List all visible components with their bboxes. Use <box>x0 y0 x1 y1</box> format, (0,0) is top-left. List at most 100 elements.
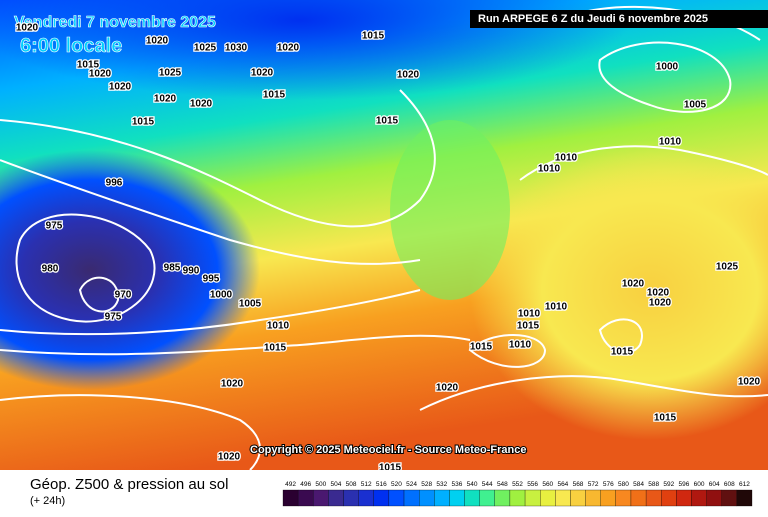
isobar-label: 1020 <box>154 94 177 105</box>
colorbar-cell <box>524 489 541 507</box>
isobar-label: 1020 <box>649 298 672 309</box>
isobar-label: 1015 <box>611 347 634 358</box>
colorbar-cell <box>343 489 359 507</box>
footer-title: Géop. Z500 & pression au sol <box>30 476 228 493</box>
colorbar-cell <box>661 489 677 507</box>
colorbar-cell <box>509 489 526 507</box>
run-info: Run ARPEGE 6 Z du Jeudi 6 novembre 2025 <box>478 13 708 25</box>
isobar-label: 1015 <box>517 321 540 332</box>
isobar-label: 1020 <box>277 43 300 54</box>
colorbar-label: 588 <box>648 481 659 488</box>
isobar-label: 1010 <box>545 302 568 313</box>
isobar-label: 1015 <box>362 31 385 42</box>
isobar-label: 1020 <box>436 383 459 394</box>
colorbar-cell <box>403 489 420 507</box>
colorbar-label: 524 <box>406 481 417 488</box>
isobar-label: 1020 <box>738 377 761 388</box>
isobar-label: 1000 <box>656 62 679 73</box>
colorbar-label: 564 <box>557 481 568 488</box>
isobar-label: 1010 <box>659 137 682 148</box>
isobar-label: 1005 <box>239 299 262 310</box>
colorbar-label: 604 <box>709 481 720 488</box>
colorbar-cell <box>691 489 707 507</box>
isobar-label: 1010 <box>555 153 578 164</box>
colorbar-label: 492 <box>285 481 296 488</box>
colorbar-cell <box>449 489 465 507</box>
colorbar-cell <box>706 489 722 507</box>
isobar-label: 1020 <box>16 23 39 34</box>
colorbar-cell <box>676 489 692 507</box>
colorbar-label: 508 <box>346 481 357 488</box>
isobar-label: 1020 <box>190 99 213 110</box>
colorbar-label: 572 <box>588 481 599 488</box>
colorbar-cell <box>721 489 738 507</box>
colorbar-label: 512 <box>361 481 372 488</box>
colorbar-label: 528 <box>421 481 432 488</box>
colorbar: 492 496 500 504 508 512 516 520 524 528 532 536 540 5… <box>282 481 753 507</box>
isobar-label: 1010 <box>509 340 532 351</box>
colorbar-label: 536 <box>452 481 463 488</box>
colorbar-label: 596 <box>678 481 689 488</box>
colorbar-cell <box>600 489 616 507</box>
isobar-label: 1025 <box>716 262 739 273</box>
colorbar-cell <box>358 489 374 507</box>
colorbar-label: 556 <box>527 481 538 488</box>
isobar-label: 1015 <box>264 343 287 354</box>
isobar-label: 1020 <box>622 279 645 290</box>
forecast-time: 6:00 locale <box>20 35 122 57</box>
isobar-label: 1020 <box>397 70 420 81</box>
colorbar-cell <box>585 489 601 507</box>
colorbar-label: 496 <box>300 481 311 488</box>
colorbar-label: 576 <box>603 481 614 488</box>
colorbar-cell <box>494 489 511 507</box>
colorbar-cell <box>388 489 405 507</box>
isobar-label: 1015 <box>376 116 399 127</box>
isobar-label: 1020 <box>218 452 241 463</box>
colorbar-label: 592 <box>663 481 674 488</box>
colorbar-label: 580 <box>618 481 629 488</box>
colorbar-cell <box>313 489 329 507</box>
forecast-date: Vendredi 7 novembre 2025 <box>14 14 216 31</box>
copyright: Copyright © 2025 Meteociel.fr - Source M… <box>250 444 526 456</box>
colorbar-label: 560 <box>542 481 553 488</box>
isobar-label: 1015 <box>132 117 155 128</box>
colorbar-cell <box>282 489 299 507</box>
isobar-label: 996 <box>106 178 123 189</box>
map-area <box>0 0 768 471</box>
colorbar-cell <box>615 489 632 507</box>
colorbar-cell <box>570 489 586 507</box>
isobar-label: 1020 <box>146 36 169 47</box>
colorbar-cell <box>297 489 314 507</box>
footer-lead: (+ 24h) <box>30 495 65 507</box>
isobar-label: 1020 <box>109 82 132 93</box>
isobar-label: 1025 <box>159 68 182 79</box>
isobar-label: 1020 <box>221 379 244 390</box>
isobar-label: 975 <box>46 221 63 232</box>
colorbar-cell <box>464 489 480 507</box>
colorbar-label: 500 <box>315 481 326 488</box>
colorbar-label: 568 <box>573 481 584 488</box>
isobar-label: 1020 <box>89 69 112 80</box>
isobar-label: 1030 <box>225 43 248 54</box>
isobar-label: 985 <box>164 263 181 274</box>
colorbar-cell <box>736 489 753 507</box>
colorbar-cell <box>645 489 662 507</box>
isobar-label: 970 <box>115 290 132 301</box>
isobar-label: 1015 <box>654 413 677 424</box>
colorbar-cell <box>434 489 450 507</box>
colorbar-label: 548 <box>497 481 508 488</box>
colorbar-label: 544 <box>482 481 493 488</box>
colorbar-cell <box>419 489 435 507</box>
isobar-label: 1010 <box>538 164 561 175</box>
run-banner <box>470 10 768 28</box>
colorbar-label: 612 <box>739 481 750 488</box>
colorbar-cell <box>479 489 495 507</box>
isobar-label: 995 <box>203 274 220 285</box>
isobar-label: 980 <box>42 264 59 275</box>
isobar-label: 1015 <box>263 90 286 101</box>
isobar-label: 975 <box>105 312 122 323</box>
colorbar-cell <box>373 489 390 507</box>
colorbar-label: 532 <box>436 481 447 488</box>
colorbar-label: 540 <box>467 481 478 488</box>
